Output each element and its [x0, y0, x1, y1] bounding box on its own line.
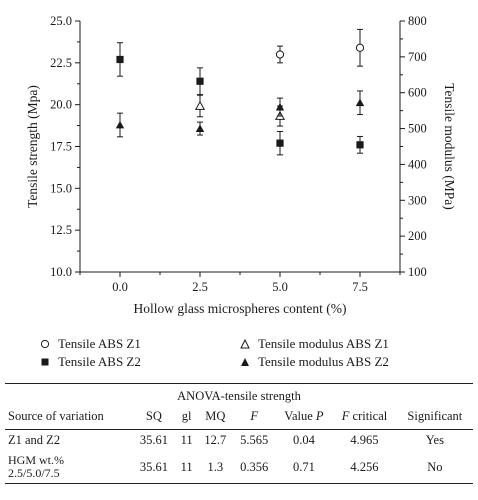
header-p-letter: P — [315, 409, 324, 423]
cell-source: HGM wt.% 2.5/5.0/7.5 — [5, 451, 133, 484]
data-point — [276, 139, 284, 147]
x-tick-label: 5.0 — [272, 280, 288, 294]
cell-p: 0.04 — [292, 433, 315, 447]
legend-label: Tensile ABS Z1 — [58, 336, 141, 351]
y-right-tick-label: 600 — [408, 86, 427, 100]
y-right-tick-label: 100 — [408, 265, 427, 279]
cell-mq: 1.3 — [197, 451, 233, 484]
legend-label: Tensile ABS Z2 — [58, 354, 141, 369]
header-gl: gl — [175, 407, 198, 430]
cell-gl: 11 — [175, 451, 198, 484]
header-f: F — [232, 407, 276, 430]
header-mq: MQ — [197, 407, 233, 430]
header-fcrit-rest: critical — [349, 409, 388, 423]
data-point — [355, 43, 365, 52]
header-p-prefix: Value — [284, 409, 316, 423]
x-tick-label: 2.5 — [192, 280, 208, 294]
header-fcrit: F critical — [332, 407, 397, 430]
legend-item-tensile-modulus-abs-z2: Tensile modulus ABS Z2 — [240, 354, 389, 370]
y-right-tick-label: 700 — [408, 50, 427, 64]
legend: Tensile ABS Z1 Tensile modulus ABS Z1 Te… — [40, 336, 478, 370]
data-point — [355, 98, 365, 107]
cell-significant: Yes — [425, 433, 444, 447]
cell-f: 0.356 — [232, 451, 276, 484]
y-left-tick-label: 20.0 — [50, 98, 72, 112]
table-row: Z1 and Z2 35.61 11 12.7 5.565 0.04 4.965… — [5, 430, 473, 452]
y-left-tick-label: 17.5 — [50, 140, 72, 154]
cell-significant: No — [396, 451, 473, 484]
anova-grid: Source of variation SQ gl MQ F Value P F… — [5, 407, 473, 484]
header-fcrit-letter: F — [341, 409, 350, 423]
y-right-tick-label: 200 — [408, 229, 427, 243]
data-point — [115, 120, 125, 129]
y-left-axis-label: Tensile strength (Mpa) — [25, 85, 40, 208]
y-right-tick-label: 800 — [408, 14, 427, 28]
legend-item-tensile-modulus-abs-z1: Tensile modulus ABS Z1 — [240, 336, 389, 352]
cell-f: 5.565 — [240, 433, 269, 447]
y-left-tick-label: 15.0 — [50, 181, 72, 195]
data-point — [196, 77, 204, 85]
legend-label: Tensile modulus ABS Z2 — [258, 354, 389, 369]
cell-source-line1: HGM wt.% — [8, 453, 64, 467]
x-tick-label: 7.5 — [352, 280, 368, 294]
data-point — [116, 55, 124, 64]
cell-source: Z1 and Z2 — [8, 433, 61, 447]
cell-gl: 11 — [180, 433, 193, 447]
legend-label: Tensile modulus ABS Z1 — [258, 336, 389, 351]
chart: 10.0 12.5 15.0 17.5 20.0 22.5 25.0 100 200 300 400… — [25, 14, 457, 316]
data-point — [275, 50, 285, 59]
data-point — [275, 102, 285, 111]
cell-fcrit: 4.256 — [332, 451, 397, 484]
cell-source-line2: 2.5/5.0/7.5 — [8, 466, 60, 480]
header-p: Value P — [275, 407, 333, 430]
header-source: Source of variation — [5, 407, 133, 430]
data-point — [194, 100, 206, 110]
x-tick-label: 0.0 — [112, 280, 128, 294]
cell-sq: 35.61 — [139, 433, 168, 447]
open-circle-marker-icon — [40, 339, 50, 349]
data-point — [356, 141, 364, 149]
y-right-tick-label: 300 — [408, 193, 427, 207]
cell-mq: 12.7 — [204, 433, 227, 447]
y-left-tick-label: 22.5 — [50, 56, 72, 70]
cell-fcrit: 4.965 — [350, 433, 379, 447]
cell-p: 0.71 — [275, 451, 333, 484]
y-right-axis-label: Tensile modulus (MPa) — [442, 83, 457, 210]
filled-triangle-marker-icon — [241, 358, 249, 366]
data-point — [195, 124, 205, 132]
legend-item-tensile-abs-z2: Tensile ABS Z2 — [40, 354, 141, 370]
anova-header-row: Source of variation SQ gl MQ F Value P F… — [5, 407, 473, 430]
y-left-tick-label: 12.5 — [50, 223, 72, 237]
anova-table: ANOVA-tensile strength Source of variati… — [5, 383, 473, 484]
y-left-tick-label: 10.0 — [50, 265, 72, 279]
cell-sq: 35.61 — [132, 451, 176, 484]
open-triangle-marker-icon — [240, 339, 250, 349]
header-significant: Significant — [396, 407, 473, 430]
table-row: HGM wt.% 2.5/5.0/7.5 35.61 11 1.3 0.356 0… — [5, 451, 473, 484]
legend-item-tensile-abs-z1: Tensile ABS Z1 — [40, 336, 141, 352]
anova-title: ANOVA-tensile strength — [5, 383, 473, 407]
y-right-tick-label: 500 — [408, 122, 427, 136]
y-left-tick-label: 25.0 — [50, 14, 72, 28]
header-sq: SQ — [132, 407, 176, 430]
x-axis-label: Hollow glass microspheres content (%) — [134, 301, 347, 316]
y-right-tick-label: 400 — [408, 157, 427, 171]
filled-square-marker-icon — [41, 358, 49, 366]
